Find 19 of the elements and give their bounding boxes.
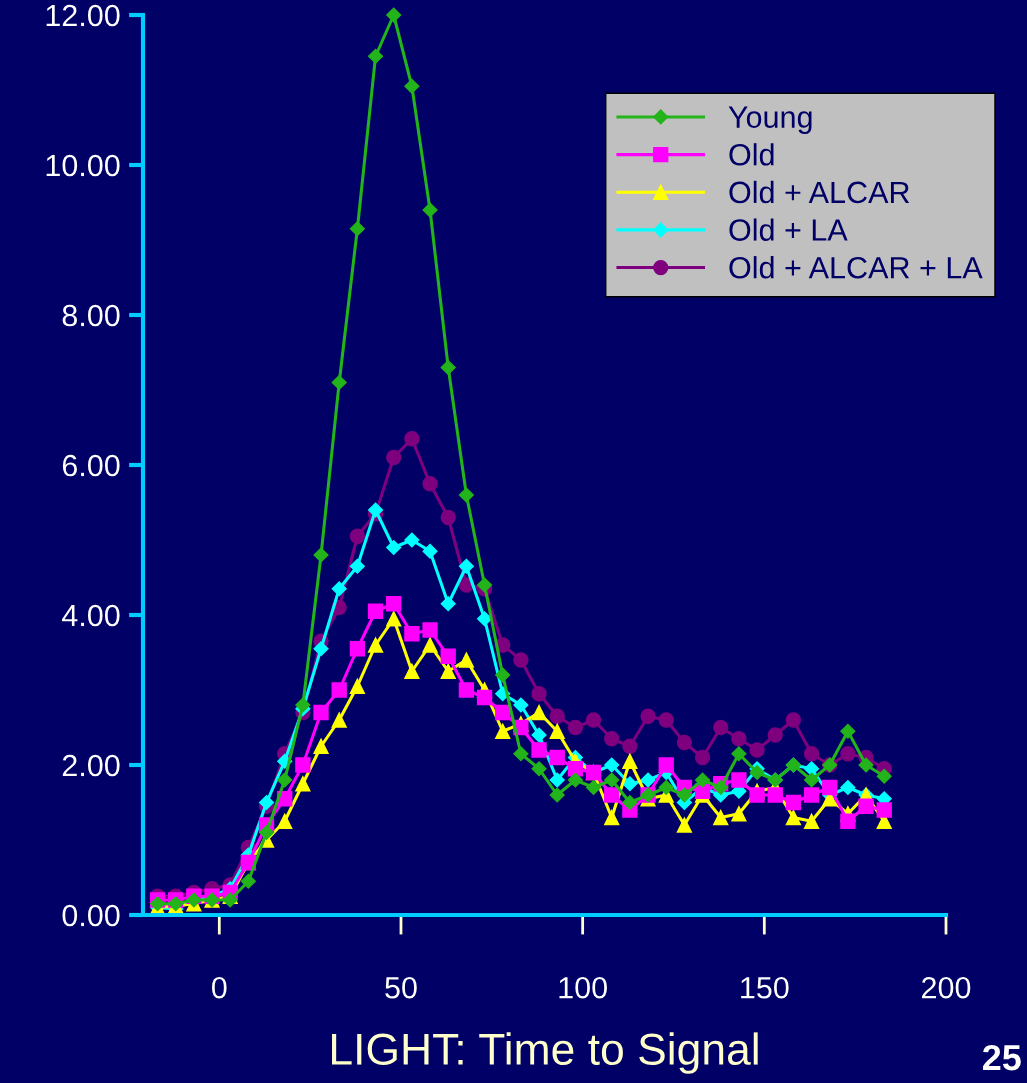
- x-tick-label: 50: [385, 976, 417, 999]
- legend-label: Old: [729, 143, 774, 166]
- y-tick-label: 0.00: [62, 904, 120, 927]
- legend-label: Old + ALCAR: [729, 180, 910, 204]
- y-tick-label: 4.00: [62, 604, 120, 627]
- y-tick-label: 10.00: [46, 154, 120, 177]
- legend-label: Old + LA: [729, 218, 848, 241]
- x-tick-label: 150: [741, 976, 789, 999]
- x-tick-label: 0: [212, 976, 227, 999]
- x-axis-title: LIGHT: Time to Signal: [332, 1032, 758, 1074]
- y-tick-label: 8.00: [62, 304, 120, 327]
- y-tick-label: 6.00: [62, 454, 120, 477]
- text: 25: [982, 1044, 1021, 1071]
- legend-label: Old + ALCAR + LA: [729, 256, 983, 279]
- y-tick-label: 2.00: [62, 754, 120, 777]
- x-tick-label: 200: [922, 976, 971, 999]
- x-tick-label: 100: [559, 976, 607, 999]
- y-tick-label: 12.00: [46, 4, 120, 27]
- legend-label: Young: [728, 106, 812, 134]
